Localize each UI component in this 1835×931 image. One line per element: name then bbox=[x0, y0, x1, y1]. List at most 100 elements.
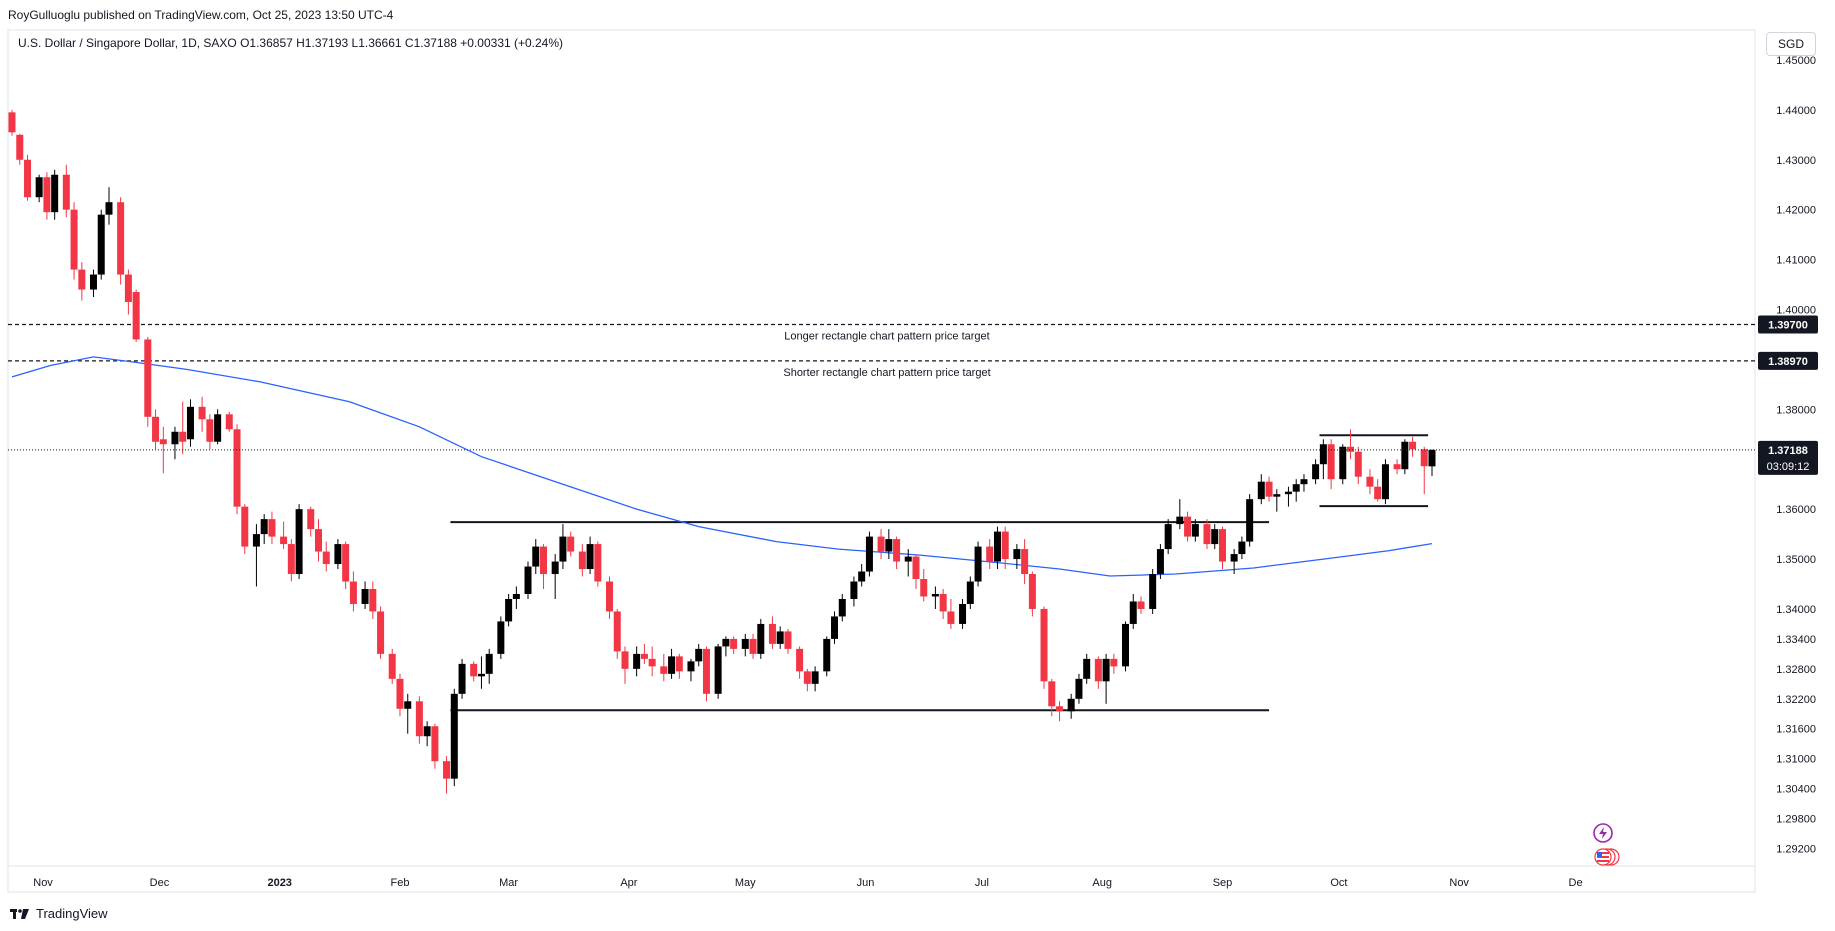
candle[interactable] bbox=[524, 561, 532, 599]
candle[interactable] bbox=[559, 524, 567, 570]
candle[interactable] bbox=[159, 426, 167, 474]
candle[interactable] bbox=[885, 529, 893, 560]
candle[interactable] bbox=[1428, 449, 1436, 477]
footer-brand[interactable]: TradingView bbox=[10, 906, 108, 921]
candle[interactable] bbox=[295, 504, 303, 580]
candle[interactable] bbox=[796, 646, 804, 679]
candle[interactable] bbox=[214, 409, 222, 445]
candle[interactable] bbox=[702, 646, 710, 702]
candle[interactable] bbox=[512, 586, 520, 609]
candle[interactable] bbox=[551, 554, 559, 599]
candle[interactable] bbox=[198, 396, 206, 432]
candle[interactable] bbox=[1284, 486, 1292, 507]
candle[interactable] bbox=[1184, 511, 1192, 542]
candle[interactable] bbox=[1319, 439, 1327, 480]
candle[interactable] bbox=[1156, 544, 1164, 580]
candle[interactable] bbox=[823, 636, 831, 677]
candle[interactable] bbox=[768, 616, 776, 649]
candle[interactable] bbox=[633, 646, 641, 677]
candle[interactable] bbox=[51, 169, 59, 220]
candle[interactable] bbox=[687, 658, 695, 682]
candle[interactable] bbox=[1102, 653, 1110, 704]
candle[interactable] bbox=[1110, 653, 1118, 674]
candle[interactable] bbox=[1149, 569, 1157, 614]
candle[interactable] bbox=[784, 628, 792, 654]
candle[interactable] bbox=[865, 531, 873, 577]
candle[interactable] bbox=[206, 414, 214, 450]
candle[interactable] bbox=[1393, 459, 1401, 475]
candle[interactable] bbox=[1048, 678, 1056, 717]
candle[interactable] bbox=[186, 399, 194, 447]
candle[interactable] bbox=[78, 262, 86, 301]
candle[interactable] bbox=[695, 643, 703, 667]
candle[interactable] bbox=[838, 593, 846, 622]
candle[interactable] bbox=[89, 269, 97, 298]
candle[interactable] bbox=[1056, 701, 1064, 722]
candle[interactable] bbox=[974, 541, 982, 587]
moving-average-line[interactable] bbox=[11, 356, 1433, 577]
candle[interactable] bbox=[1028, 571, 1036, 617]
candle[interactable] bbox=[1265, 476, 1273, 502]
candle[interactable] bbox=[1409, 436, 1417, 457]
candle[interactable] bbox=[396, 673, 404, 717]
candle[interactable] bbox=[959, 598, 967, 629]
candle[interactable] bbox=[594, 541, 602, 587]
candle[interactable] bbox=[43, 172, 51, 220]
candle[interactable] bbox=[904, 549, 912, 577]
candle[interactable] bbox=[640, 643, 648, 664]
candle[interactable] bbox=[776, 626, 784, 649]
candle[interactable] bbox=[260, 514, 268, 545]
candle[interactable] bbox=[1001, 526, 1009, 570]
candle[interactable] bbox=[450, 688, 458, 787]
candle[interactable] bbox=[1083, 653, 1091, 684]
candle[interactable] bbox=[1021, 539, 1029, 585]
candle[interactable] bbox=[1094, 656, 1102, 689]
candle[interactable] bbox=[8, 109, 16, 136]
candle[interactable] bbox=[415, 696, 423, 744]
candle[interactable] bbox=[443, 756, 451, 794]
candle[interactable] bbox=[1327, 439, 1335, 490]
candle[interactable] bbox=[858, 564, 866, 587]
candle[interactable] bbox=[307, 506, 315, 537]
candle[interactable] bbox=[1176, 499, 1184, 530]
candle[interactable] bbox=[1420, 446, 1428, 495]
candle[interactable] bbox=[757, 618, 765, 659]
candle[interactable] bbox=[179, 401, 187, 455]
candle[interactable] bbox=[132, 289, 140, 342]
candle[interactable] bbox=[1257, 474, 1265, 505]
candle[interactable] bbox=[1300, 474, 1308, 492]
candle[interactable] bbox=[722, 636, 730, 657]
candle[interactable] bbox=[831, 611, 839, 644]
candle[interactable] bbox=[361, 581, 369, 609]
candle[interactable] bbox=[144, 336, 152, 427]
candle[interactable] bbox=[1347, 429, 1355, 460]
candle[interactable] bbox=[280, 521, 288, 550]
candle[interactable] bbox=[660, 653, 668, 682]
candle[interactable] bbox=[97, 209, 105, 280]
candle[interactable] bbox=[35, 174, 43, 203]
candle[interactable] bbox=[252, 524, 260, 587]
candle[interactable] bbox=[613, 608, 621, 659]
candle[interactable] bbox=[241, 504, 249, 555]
candle[interactable] bbox=[811, 666, 819, 692]
candle[interactable] bbox=[648, 646, 656, 677]
candle[interactable] bbox=[16, 133, 24, 165]
candle[interactable] bbox=[993, 526, 1001, 570]
candle[interactable] bbox=[1121, 621, 1129, 672]
candle[interactable] bbox=[1339, 444, 1347, 485]
candle[interactable] bbox=[966, 576, 974, 609]
candle[interactable] bbox=[675, 653, 683, 679]
candle[interactable] bbox=[470, 661, 478, 682]
currency-button[interactable]: SGD bbox=[1766, 32, 1816, 56]
candle[interactable] bbox=[1374, 479, 1382, 502]
candle[interactable] bbox=[1292, 479, 1300, 502]
candle[interactable] bbox=[322, 541, 330, 572]
candle[interactable] bbox=[268, 511, 276, 545]
candle[interactable] bbox=[741, 633, 749, 657]
candle[interactable] bbox=[233, 424, 241, 515]
candle[interactable] bbox=[1203, 519, 1211, 550]
candle[interactable] bbox=[1273, 489, 1281, 512]
candle[interactable] bbox=[1075, 673, 1083, 704]
candle[interactable] bbox=[1137, 596, 1145, 614]
